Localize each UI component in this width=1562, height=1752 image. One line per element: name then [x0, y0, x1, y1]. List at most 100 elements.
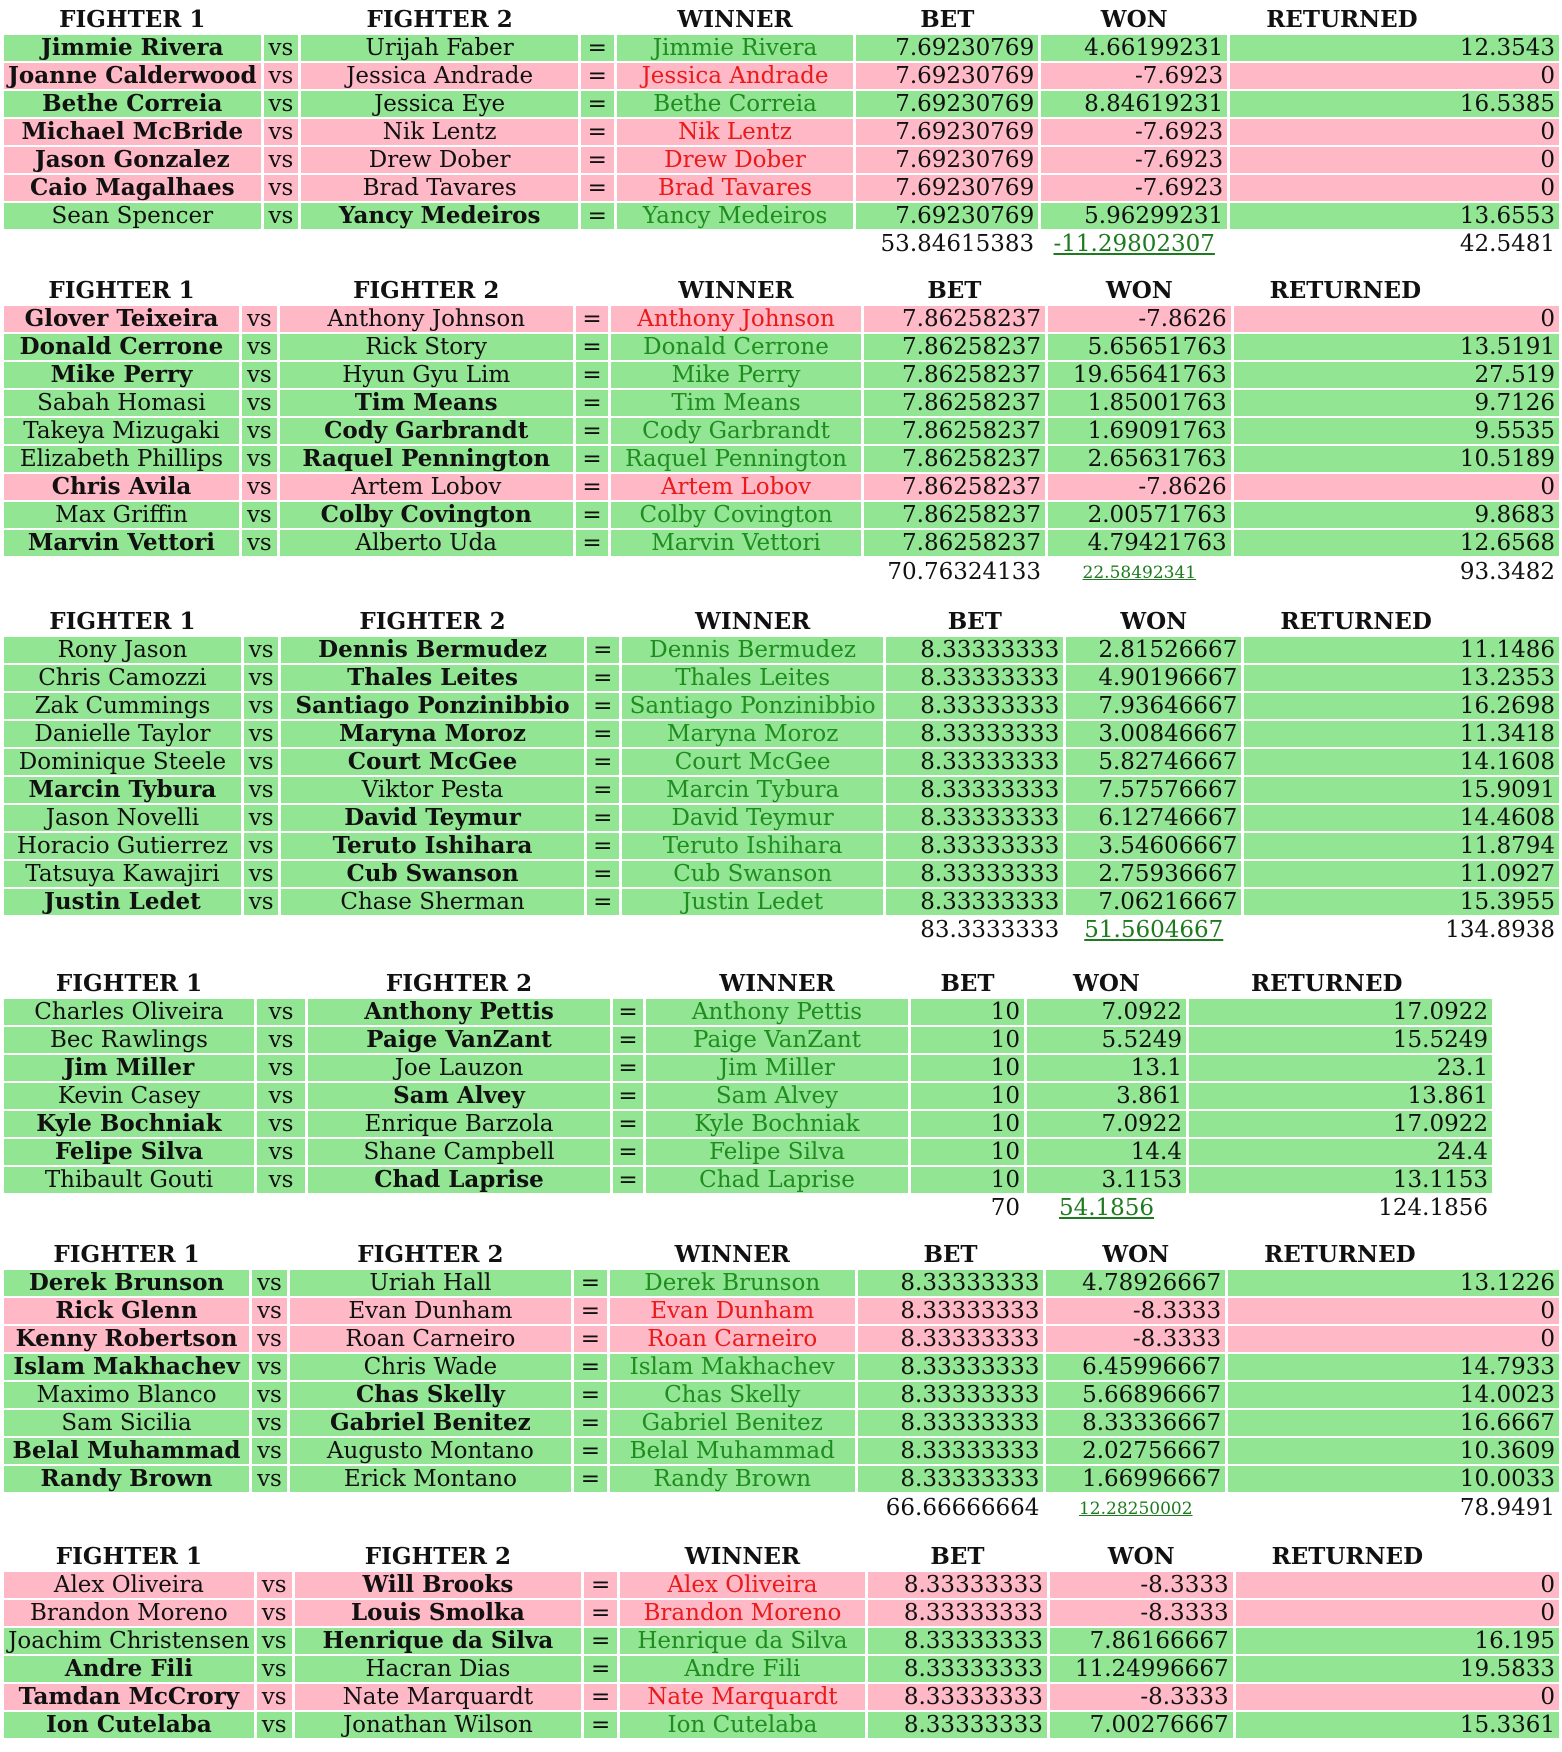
empty-cell	[244, 917, 279, 943]
results-block: FIGHTER 1 FIGHTER 2 WINNER BET WON RETURNED De…	[0, 1240, 1562, 1524]
vs-cell: vs	[257, 1139, 305, 1165]
total-won-cell: 51.5604667	[1066, 917, 1241, 943]
equals-cell: =	[573, 1438, 607, 1464]
fight-row: Jim Miller vs Joe Lauzon = Jim Miller 10 13.1 2…	[4, 1055, 1492, 1081]
fighter1-cell: Donald Cerrone	[4, 334, 239, 360]
won-cell: 3.861	[1027, 1083, 1186, 1109]
header-bet: BET	[940, 971, 995, 997]
equals-cell: =	[573, 1382, 607, 1408]
bet-cell: 7.69230769	[856, 63, 1039, 89]
fight-row: Donald Cerrone vs Rick Story = Donald Cerron…	[4, 334, 1559, 360]
vs-cell: vs	[256, 1656, 292, 1682]
won-cell: 1.66996667	[1046, 1466, 1226, 1492]
fight-row: Belal Muhammad vs Augusto Montano = Belal Mu…	[4, 1438, 1559, 1464]
vs-cell: vs	[257, 1055, 305, 1081]
equals-cell: =	[584, 1600, 617, 1626]
fighter1-cell: Dominique Steele	[4, 749, 241, 775]
empty-cell	[646, 1195, 908, 1221]
returned-cell: 14.4608	[1244, 805, 1559, 831]
fighter2-cell: Evan Dunham	[289, 1298, 571, 1324]
fight-row: Marvin Vettori vs Alberto Uda = Marvin Vetto…	[4, 530, 1559, 556]
fighter1-cell: Horacio Gutierrez	[4, 833, 241, 859]
fighter1-cell: Jason Gonzalez	[4, 147, 261, 173]
won-cell: 5.66896667	[1046, 1382, 1226, 1408]
winner-cell: Mike Perry	[611, 362, 861, 388]
bet-cell: 7.69230769	[856, 91, 1039, 117]
fighter1-cell: Rick Glenn	[4, 1298, 250, 1324]
won-cell: 3.00846667	[1066, 721, 1242, 747]
equals-cell: =	[586, 637, 619, 663]
bet-cell: 8.33333333	[857, 1466, 1044, 1492]
fighter1-cell: Derek Brunson	[4, 1270, 250, 1296]
winner-cell: Felipe Silva	[646, 1139, 908, 1165]
fighter2-cell: Artem Lobov	[279, 474, 573, 500]
vs-cell: vs	[243, 721, 279, 747]
header-won: WON	[1120, 609, 1188, 635]
empty-cell	[581, 231, 614, 257]
total-returned: 78.9491	[1459, 1495, 1555, 1521]
empty-cell	[4, 558, 239, 586]
fight-row: Jimmie Rivera vs Urijah Faber = Jimmie River…	[4, 35, 1559, 61]
winner-cell: Colby Covington	[611, 502, 861, 528]
fight-row: Alex Oliveira vs Will Brooks = Alex Oliveira…	[4, 1572, 1559, 1598]
fighter1-cell: Marcin Tybura	[4, 777, 241, 803]
fight-row: Dominique Steele vs Court McGee = Court McGe…	[4, 749, 1559, 775]
bet-cell: 8.33333333	[886, 637, 1064, 663]
vs-cell: vs	[241, 446, 277, 472]
results-table: FIGHTER 1 FIGHTER 2 WINNER BET WON RETURNED Ch…	[1, 969, 1495, 1223]
fighter2-cell: Cody Garbrandt	[279, 418, 573, 444]
bet-cell: 7.86258237	[863, 502, 1046, 528]
vs-cell: vs	[252, 1466, 287, 1492]
vs-cell: vs	[243, 693, 279, 719]
total-returned: 124.1856	[1378, 1195, 1488, 1221]
fighter1-cell: Jim Miller	[4, 1055, 254, 1081]
totals-row: 70.76324133 22.58492341 93.3482	[4, 558, 1559, 586]
returned-cell: 17.0922	[1189, 1111, 1492, 1137]
won-cell: 4.79421763	[1048, 530, 1231, 556]
returned-cell: 17.0922	[1189, 999, 1492, 1025]
won-cell: 7.57576667	[1066, 777, 1242, 803]
returned-cell: 15.3361	[1235, 1712, 1559, 1738]
won-cell: -7.8626	[1048, 306, 1231, 332]
fighter2-cell: Cub Swanson	[281, 861, 584, 887]
bet-cell: 8.33333333	[867, 1572, 1047, 1598]
won-cell: 3.1153	[1027, 1167, 1186, 1193]
won-cell: 6.45996667	[1046, 1354, 1226, 1380]
fight-row: Sean Spencer vs Yancy Medeiros = Yancy Medei…	[4, 203, 1559, 229]
vs-cell: vs	[257, 1111, 305, 1137]
empty-cell	[280, 558, 573, 586]
vs-cell: vs	[241, 502, 277, 528]
results-block: FIGHTER 1 FIGHTER 2 WINNER BET WON RETURNED Ro…	[0, 607, 1562, 945]
fighter1-cell: Kyle Bochniak	[4, 1111, 254, 1137]
header-eq	[576, 278, 609, 304]
fighter2-cell: Chad Laprise	[308, 1167, 610, 1193]
winner-cell: Gabriel Benitez	[609, 1410, 855, 1436]
won-cell: 14.4	[1027, 1139, 1186, 1165]
bet-cell: 8.33333333	[886, 805, 1064, 831]
won-cell: 4.66199231	[1041, 35, 1228, 61]
fight-row: Rick Glenn vs Evan Dunham = Evan Dunham 8.333…	[4, 1298, 1559, 1324]
fight-row: Justin Ledet vs Chase Sherman = Justin Ledet…	[4, 889, 1559, 915]
bet-cell: 7.69230769	[856, 147, 1039, 173]
won-cell: 11.24996667	[1049, 1656, 1233, 1682]
returned-cell: 0	[1228, 1326, 1559, 1352]
bet-cell: 7.69230769	[856, 35, 1039, 61]
fighter2-cell: Henrique da Silva	[294, 1628, 582, 1654]
fighter2-cell: Anthony Pettis	[308, 999, 610, 1025]
vs-cell: vs	[263, 147, 299, 173]
fighter2-cell: Alberto Uda	[279, 530, 573, 556]
vs-cell: vs	[252, 1438, 287, 1464]
returned-cell: 13.6553	[1230, 203, 1559, 229]
fighter1-cell: Randy Brown	[4, 1466, 250, 1492]
empty-cell	[242, 558, 277, 586]
equals-cell: =	[575, 530, 609, 556]
results-block: FIGHTER 1 FIGHTER 2 WINNER BET WON RETURNED Gl…	[0, 276, 1562, 588]
fighter2-cell: Jessica Andrade	[301, 63, 578, 89]
returned-cell: 16.5385	[1230, 91, 1559, 117]
fighter1-cell: Brandon Moreno	[4, 1600, 254, 1626]
fighter1-cell: Chris Camozzi	[4, 665, 241, 691]
won-cell: -8.3333	[1049, 1572, 1233, 1598]
fight-row: Horacio Gutierrez vs Teruto Ishihara = Terut…	[4, 833, 1559, 859]
vs-cell: vs	[252, 1354, 287, 1380]
returned-cell: 23.1	[1189, 1055, 1492, 1081]
